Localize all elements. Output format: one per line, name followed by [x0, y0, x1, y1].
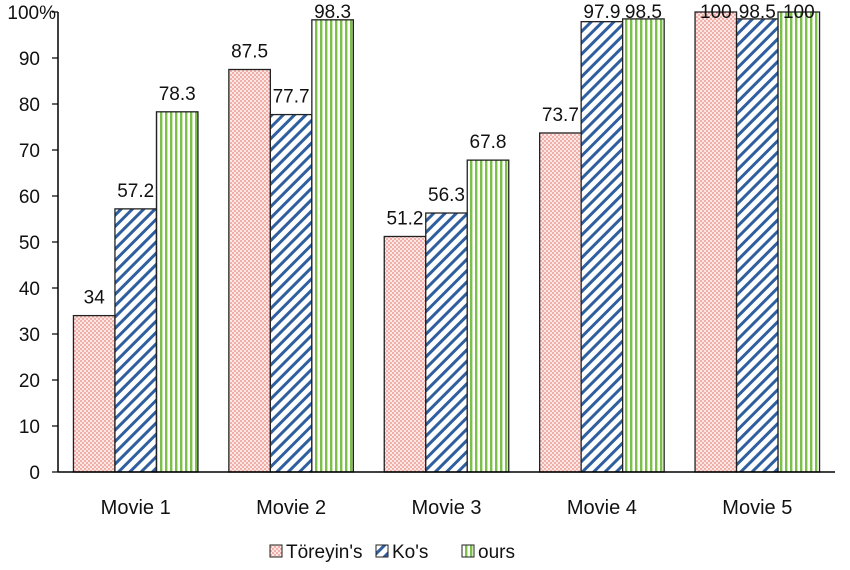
data-label: 87.5 — [231, 42, 268, 63]
bar-ours-movie-3 — [466, 159, 510, 473]
y-tick-label: 10 — [19, 417, 40, 438]
data-label: 97.9 — [583, 2, 620, 23]
x-category-label: Movie 1 — [101, 497, 171, 519]
bar-ko-s-movie-3 — [425, 212, 468, 473]
y-tick-label: 60 — [19, 187, 40, 208]
y-tick-label: 70 — [19, 141, 40, 162]
data-label: 73.7 — [542, 105, 579, 126]
bar-ours-movie-1 — [155, 111, 199, 473]
y-tick-label: 20 — [19, 371, 40, 392]
y-tick-label: 50 — [19, 233, 40, 254]
bar-ours-movie-2 — [311, 19, 355, 473]
bar-t-reyin-s-movie-2 — [228, 68, 272, 473]
x-category-label: Movie 2 — [256, 497, 326, 519]
y-tick-label: 100% — [7, 3, 56, 24]
legend: Töreyin's Ko's ours — [269, 542, 515, 563]
data-label: 57.2 — [117, 181, 154, 202]
x-category-label: Movie 5 — [722, 497, 792, 519]
data-label: 98.5 — [739, 2, 776, 23]
y-tick-label: 80 — [19, 95, 40, 116]
bar-ours-movie-4 — [622, 18, 665, 473]
bar-ko-s-movie-2 — [269, 113, 313, 473]
data-label: 78.3 — [159, 84, 196, 105]
bars-layer — [72, 11, 821, 473]
y-tick-label: 30 — [19, 325, 40, 346]
legend-label: ours — [478, 542, 515, 563]
bar-ko-s-movie-4 — [580, 21, 624, 473]
data-label: 100 — [700, 2, 732, 23]
x-category-label: Movie 3 — [411, 497, 481, 519]
bar-ko-s-movie-1 — [114, 208, 158, 473]
data-label: 56.3 — [428, 185, 465, 206]
data-labels-layer: 34 57.2 78.3 87.5 77.7 98.3 51.256.3 67.8 73.7 97… — [84, 2, 815, 309]
y-tick-label: 90 — [19, 49, 40, 70]
bar-t-reyin-s-movie-5 — [694, 11, 738, 473]
data-label: 77.7 — [273, 87, 310, 108]
legend-label: Töreyin's — [286, 542, 362, 563]
x-category-label: Movie 4 — [567, 497, 637, 519]
legend-swatch — [461, 544, 475, 558]
data-label: 98.5 — [625, 2, 662, 23]
data-label: 67.8 — [470, 132, 507, 153]
bar-ours-movie-5 — [777, 11, 821, 473]
y-tick-label: 0 — [29, 463, 40, 484]
legend-swatch — [269, 544, 283, 558]
data-label: 100 — [783, 2, 815, 23]
bar-t-reyin-s-movie-3 — [383, 235, 427, 473]
y-axis-ticks: 0 10 20 30 40 50 60 70 80 90 100% — [7, 3, 58, 484]
x-axis-categories: Movie 1 Movie 2 Movie 3 Movie 4 Movie 5 — [101, 497, 793, 519]
y-tick-label: 40 — [19, 279, 40, 300]
bar-ko-s-movie-5 — [735, 18, 779, 473]
legend-label: Ko's — [392, 542, 428, 563]
data-label: 51.2 — [387, 208, 424, 229]
data-label: 98.3 — [314, 2, 351, 23]
bar-t-reyin-s-movie-4 — [539, 132, 582, 473]
data-label: 34 — [84, 288, 106, 309]
legend-swatch — [375, 544, 389, 558]
bar-t-reyin-s-movie-1 — [72, 314, 116, 473]
